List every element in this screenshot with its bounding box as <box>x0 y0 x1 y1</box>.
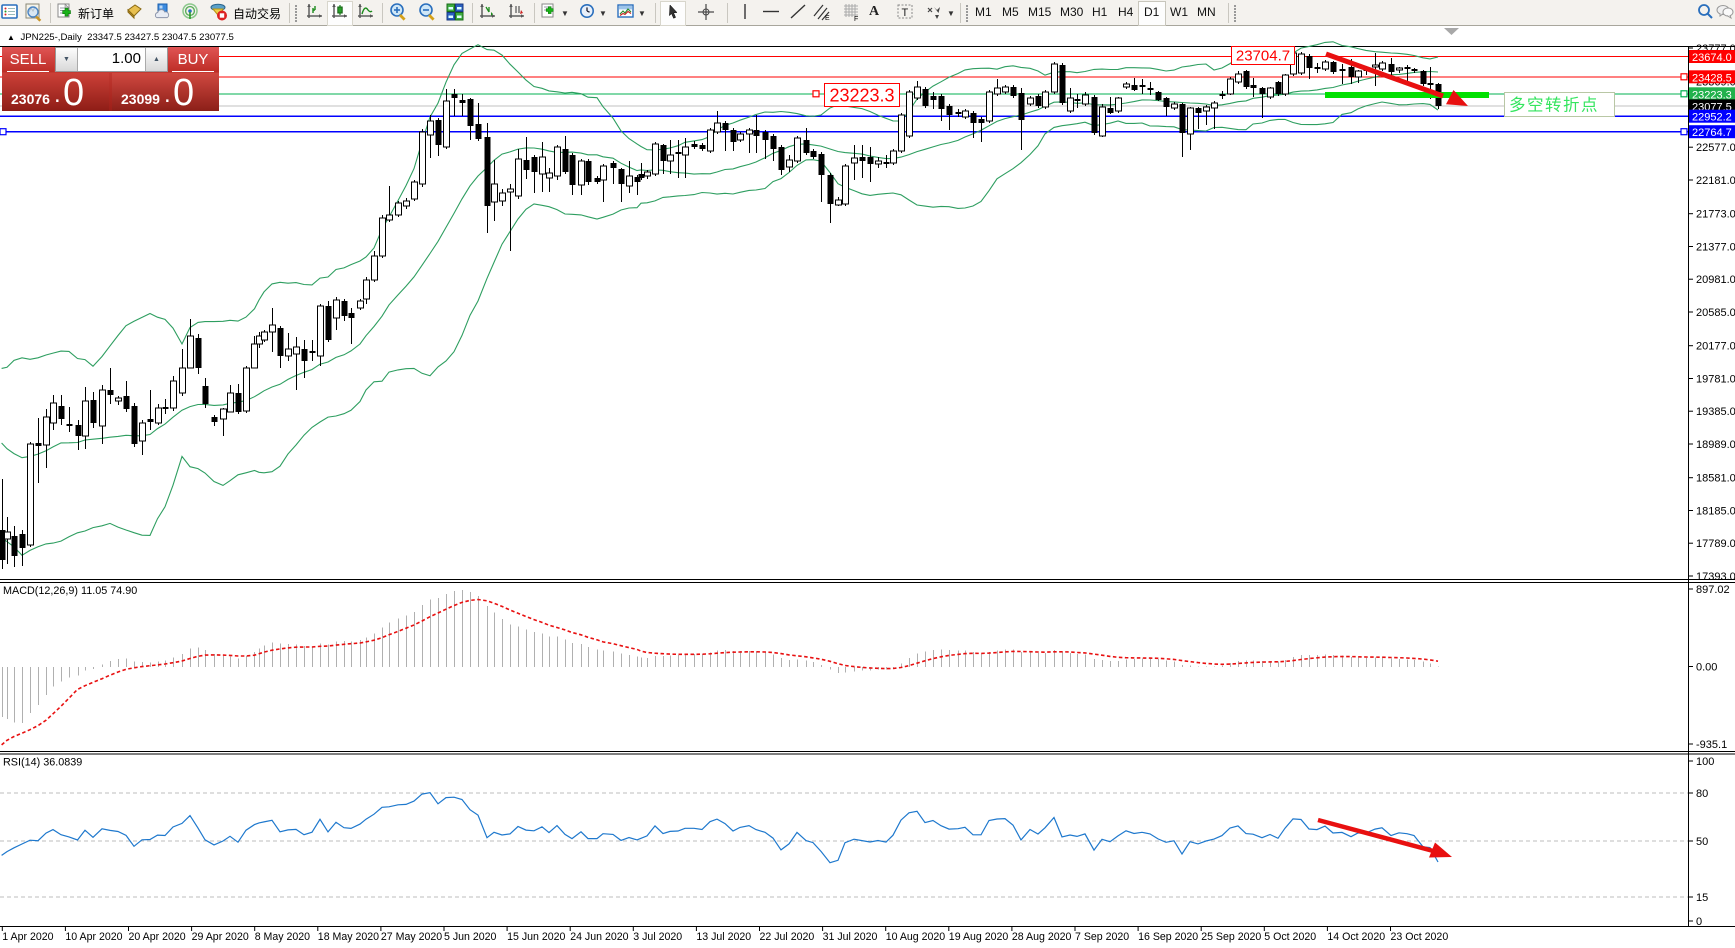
svg-text:23223.3: 23223.3 <box>1692 89 1732 101</box>
svg-text:19385.0: 19385.0 <box>1696 406 1735 418</box>
svg-text:18 May 2020: 18 May 2020 <box>318 931 379 943</box>
svg-text:22 Jul 2020: 22 Jul 2020 <box>760 931 815 943</box>
svg-text:RSI(14) 36.0839: RSI(14) 36.0839 <box>3 757 82 769</box>
svg-text:F: F <box>854 16 858 22</box>
svg-text:80: 80 <box>1696 788 1708 800</box>
svg-text:E: E <box>825 15 830 22</box>
svg-text:17789.0: 17789.0 <box>1696 538 1735 550</box>
svg-text:25 Sep 2020: 25 Sep 2020 <box>1201 931 1261 943</box>
svg-text:20177.0: 20177.0 <box>1696 341 1735 353</box>
svg-text:22952.2: 22952.2 <box>1692 112 1732 124</box>
svg-text:0: 0 <box>1696 916 1702 928</box>
svg-text:18581.0: 18581.0 <box>1696 473 1735 485</box>
svg-text:16 Sep 2020: 16 Sep 2020 <box>1138 931 1198 943</box>
svg-text:28 Aug 2020: 28 Aug 2020 <box>1012 931 1072 943</box>
svg-text:19 Aug 2020: 19 Aug 2020 <box>949 931 1009 943</box>
svg-text:3 Jul 2020: 3 Jul 2020 <box>633 931 682 943</box>
svg-text:18989.0: 18989.0 <box>1696 439 1735 451</box>
svg-text:23674.0: 23674.0 <box>1692 52 1732 64</box>
svg-text:18185.0: 18185.0 <box>1696 506 1735 518</box>
svg-text:-935.1: -935.1 <box>1696 739 1727 751</box>
svg-text:7 Sep 2020: 7 Sep 2020 <box>1075 931 1129 943</box>
svg-text:897.02: 897.02 <box>1696 584 1730 596</box>
svg-text:10 Aug 2020: 10 Aug 2020 <box>886 931 946 943</box>
svg-text:27 May 2020: 27 May 2020 <box>381 931 442 943</box>
svg-text:23223.3: 23223.3 <box>829 86 894 106</box>
svg-text:15 Jun 2020: 15 Jun 2020 <box>507 931 565 943</box>
svg-text:14 Oct 2020: 14 Oct 2020 <box>1327 931 1385 943</box>
svg-text:8 May 2020: 8 May 2020 <box>255 931 310 943</box>
svg-text:21377.0: 21377.0 <box>1696 242 1735 254</box>
svg-text:15: 15 <box>1696 892 1708 904</box>
svg-text:23428.5: 23428.5 <box>1692 72 1732 84</box>
svg-text:100: 100 <box>1696 756 1714 768</box>
svg-text:23 Oct 2020: 23 Oct 2020 <box>1391 931 1449 943</box>
svg-text:1 Apr 2020: 1 Apr 2020 <box>2 931 53 943</box>
svg-text:20585.0: 20585.0 <box>1696 307 1735 319</box>
svg-text:22181.0: 22181.0 <box>1696 175 1735 187</box>
svg-text:23704.7: 23704.7 <box>1236 48 1290 65</box>
svg-text:5 Jun 2020: 5 Jun 2020 <box>444 931 497 943</box>
svg-text:20981.0: 20981.0 <box>1696 274 1735 286</box>
svg-text:0.00: 0.00 <box>1696 662 1717 674</box>
svg-text:5 Oct 2020: 5 Oct 2020 <box>1264 931 1316 943</box>
svg-text:24 Jun 2020: 24 Jun 2020 <box>570 931 628 943</box>
svg-text:31 Jul 2020: 31 Jul 2020 <box>823 931 878 943</box>
svg-text:19781.0: 19781.0 <box>1696 374 1735 386</box>
svg-text:21773.0: 21773.0 <box>1696 209 1735 221</box>
svg-text:22764.7: 22764.7 <box>1692 127 1732 139</box>
svg-text:50: 50 <box>1696 836 1708 848</box>
svg-text:13 Jul 2020: 13 Jul 2020 <box>696 931 751 943</box>
svg-text:MACD(12,26,9) 11.05 74.90: MACD(12,26,9) 11.05 74.90 <box>3 585 137 597</box>
svg-text:多空转折点: 多空转折点 <box>1509 96 1599 115</box>
svg-text:17393.0: 17393.0 <box>1696 571 1735 583</box>
svg-text:22577.0: 22577.0 <box>1696 142 1735 154</box>
svg-text:29 Apr 2020: 29 Apr 2020 <box>192 931 249 943</box>
svg-text:20 Apr 2020: 20 Apr 2020 <box>129 931 186 943</box>
svg-text:10 Apr 2020: 10 Apr 2020 <box>65 931 122 943</box>
svg-text:T: T <box>902 7 909 19</box>
